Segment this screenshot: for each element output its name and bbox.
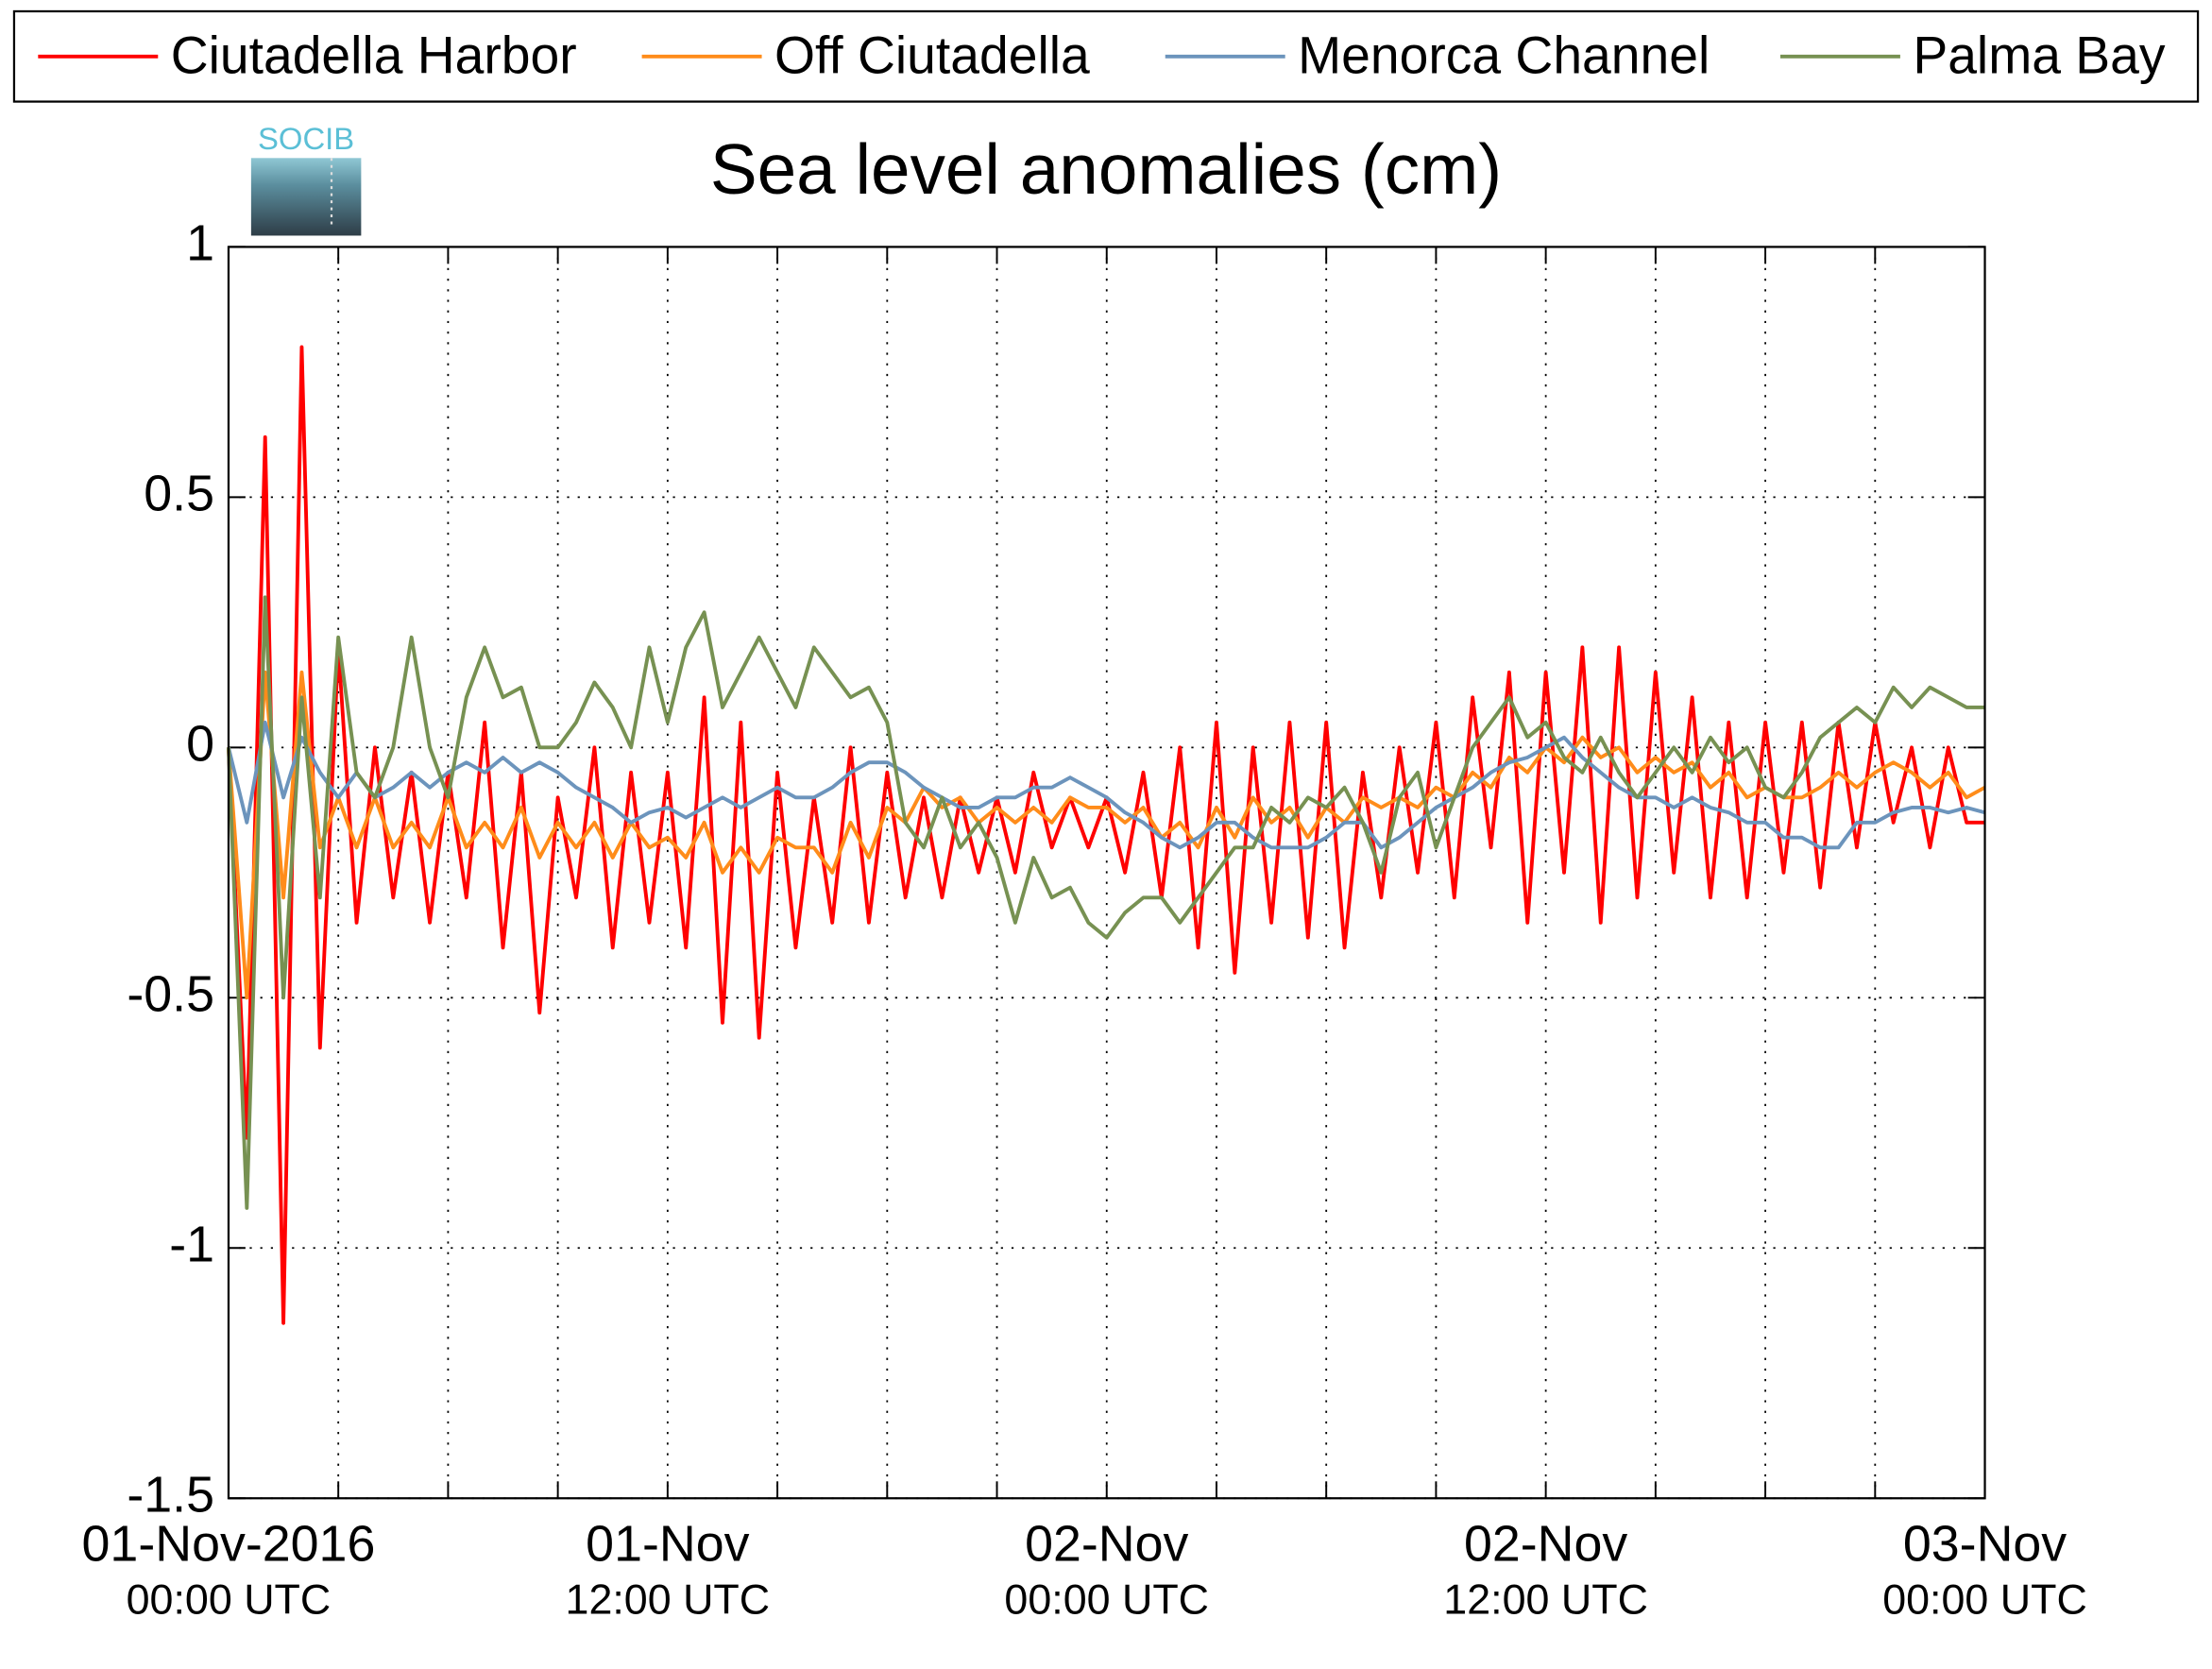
x-tick-sublabel: 12:00 UTC <box>1443 1576 1648 1624</box>
y-tick-label: -1.5 <box>127 1466 214 1523</box>
legend-label: Menorca Channel <box>1298 26 1710 84</box>
y-tick-label: 0.5 <box>144 466 214 522</box>
y-tick-label: -0.5 <box>127 966 214 1023</box>
x-tick-label: 03-Nov <box>1903 1516 2067 1573</box>
y-tick-label: -1 <box>169 1216 214 1272</box>
legend-label: Off Ciutadella <box>774 26 1090 84</box>
logo-text: SOCIB <box>258 121 354 156</box>
y-tick-label: 1 <box>186 215 214 272</box>
series-line <box>227 595 1985 1210</box>
chart-title: Sea level anomalies (cm) <box>710 129 1502 209</box>
y-tick-label: 0 <box>186 716 214 773</box>
plot-frame <box>227 246 1986 1500</box>
legend-item: Palma Bay <box>1779 26 2166 84</box>
series-line <box>227 670 1986 1000</box>
legend-item: Off Ciutadella <box>641 26 1090 84</box>
x-tick-sublabel: 00:00 UTC <box>1004 1576 1209 1624</box>
series-line <box>227 720 1986 850</box>
logo: SOCIB <box>250 121 362 236</box>
x-tick-label: 01-Nov <box>586 1516 749 1573</box>
x-tick-sublabel: 00:00 UTC <box>1882 1576 2087 1624</box>
legend-label: Ciutadella Harbor <box>171 26 577 84</box>
legend-item: Ciutadella Harbor <box>38 26 577 84</box>
legend-label: Palma Bay <box>1913 26 2166 84</box>
x-tick-label: 01-Nov-2016 <box>82 1516 376 1573</box>
x-tick-sublabel: 12:00 UTC <box>566 1576 771 1624</box>
x-tick-label: 02-Nov <box>1025 1516 1188 1573</box>
x-tick-label: 02-Nov <box>1464 1516 1627 1573</box>
x-tick-sublabel: 00:00 UTC <box>127 1576 332 1624</box>
legend-item: Menorca Channel <box>1165 26 1710 84</box>
logo-image <box>250 158 362 236</box>
